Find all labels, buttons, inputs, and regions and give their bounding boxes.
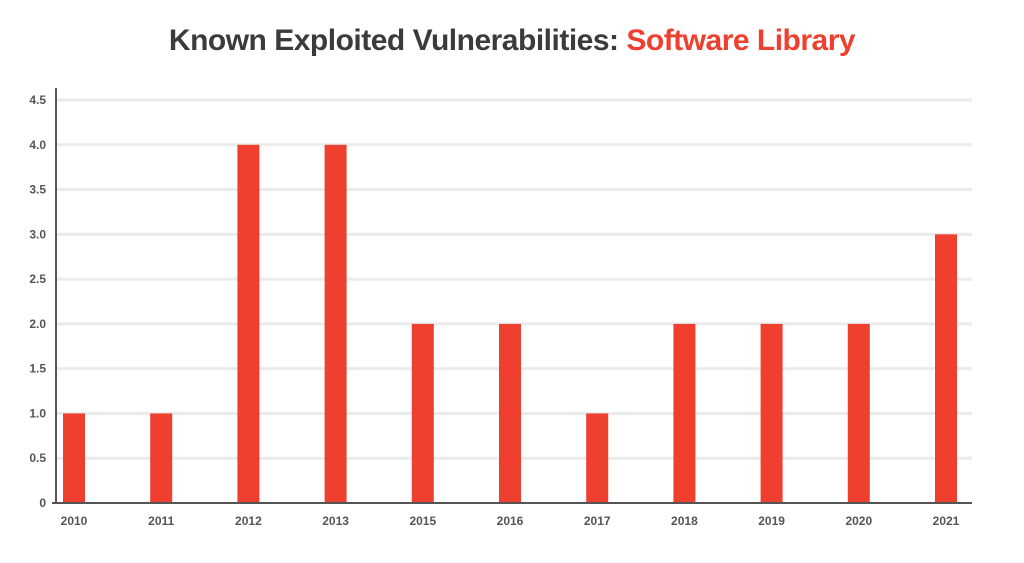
bar — [150, 413, 173, 503]
x-tick-label: 2019 — [758, 514, 785, 528]
bar — [499, 323, 521, 503]
y-tick-label: 0 — [39, 496, 46, 510]
x-tick-label: 2021 — [933, 514, 960, 528]
x-tick-label: 2013 — [322, 514, 349, 528]
y-tick-label: 2.5 — [29, 272, 46, 286]
y-tick-label: 3.5 — [29, 183, 46, 197]
bar — [324, 144, 347, 503]
x-tick-label: 2018 — [671, 514, 698, 528]
bar — [673, 323, 696, 503]
chart-title-prefix: Known Exploited Vulnerabilities: — [168, 24, 619, 57]
bar — [586, 413, 609, 503]
bar — [760, 323, 783, 503]
bar — [935, 234, 957, 504]
bar — [237, 144, 260, 503]
bar — [63, 413, 85, 503]
x-tick-label: 2016 — [497, 514, 524, 528]
bar — [411, 323, 434, 503]
x-tick-label: 2010 — [61, 514, 88, 528]
chart-title-highlight: Software Library — [626, 24, 856, 57]
x-tick-label: 2011 — [148, 514, 174, 528]
x-tick-label: 2015 — [409, 514, 436, 528]
y-tick-label: 4.5 — [29, 93, 46, 107]
y-tick-label: 2.0 — [29, 317, 46, 331]
bar — [847, 323, 870, 503]
x-tick-label: 2012 — [235, 514, 262, 528]
x-tick-labels: 2010 2011 2012 2013 2015 2016 2017 2018 2019 2020… — [61, 514, 960, 528]
chart-title: Known Exploited Vulnerabilities: Softwar… — [0, 24, 1024, 58]
y-tick-label: 4.0 — [29, 138, 46, 152]
x-tick-label: 2020 — [845, 514, 872, 528]
x-tick-label: 2017 — [584, 514, 611, 528]
y-tick-label: 1.0 — [29, 406, 46, 420]
y-tick-label: 0.5 — [29, 451, 46, 465]
y-tick-labels: 0 0.5 1.0 1.5 2.0 2.5 3.0 3.5 4.0 4.5 — [29, 93, 46, 510]
axes — [52, 88, 972, 504]
y-tick-label: 3.0 — [29, 227, 46, 241]
bars — [63, 144, 957, 504]
y-tick-label: 1.5 — [29, 362, 46, 376]
